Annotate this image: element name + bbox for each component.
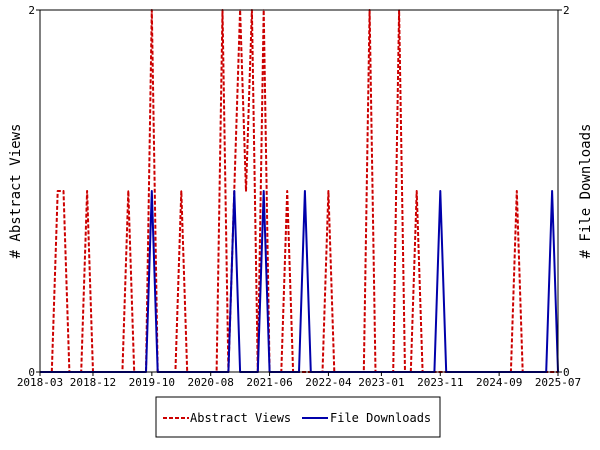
data-point bbox=[304, 190, 306, 192]
data-point bbox=[439, 190, 442, 192]
x-tick-label: 2021-06 bbox=[246, 376, 292, 389]
y-left-tick-label: 2 bbox=[28, 4, 35, 17]
data-point bbox=[245, 190, 247, 192]
data-point bbox=[180, 190, 183, 192]
series-layer bbox=[39, 9, 559, 373]
data-point bbox=[262, 190, 265, 192]
x-tick-label: 2023-11 bbox=[417, 376, 463, 389]
x-tick-label: 2024-09 bbox=[476, 376, 522, 389]
data-point bbox=[415, 190, 418, 192]
data-point bbox=[516, 190, 518, 192]
x-tick-label: 2025-07 bbox=[535, 376, 581, 389]
ticks-layer: 2018-03 2018-12 2019-10 2020-08 2021-06 2022-… bbox=[17, 4, 581, 389]
data-point bbox=[327, 190, 330, 192]
plot-frame bbox=[39, 9, 559, 373]
left-axis-title: # Abstract Views bbox=[8, 124, 24, 259]
x-tick-label: 2022-04 bbox=[305, 376, 352, 389]
x-tick-label: 2023-01 bbox=[358, 376, 404, 389]
legend-box bbox=[155, 396, 441, 438]
x-tick-label: 2018-12 bbox=[70, 376, 116, 389]
y-right-tick-label: 2 bbox=[563, 4, 570, 17]
data-point bbox=[62, 190, 65, 192]
series-line bbox=[40, 9, 558, 373]
y-left-tick-label: 0 bbox=[28, 366, 35, 379]
x-tick-label: 2020-08 bbox=[188, 376, 234, 389]
series-file-downloads bbox=[39, 190, 559, 373]
data-point bbox=[151, 190, 153, 192]
data-point bbox=[56, 190, 59, 192]
legend-label-file-downloads: File Downloads bbox=[330, 411, 431, 425]
data-point bbox=[233, 190, 236, 192]
right-axis-title: # File Downloads bbox=[578, 124, 594, 259]
legend: Abstract Views File Downloads bbox=[155, 396, 441, 438]
legend-label-abstract-views: Abstract Views bbox=[190, 411, 291, 425]
data-point bbox=[86, 190, 88, 192]
series-line bbox=[40, 190, 559, 373]
data-point bbox=[127, 190, 130, 192]
data-point bbox=[551, 190, 553, 192]
y-right-tick-label: 0 bbox=[563, 366, 570, 379]
x-tick-label: 2018-03 bbox=[17, 376, 63, 389]
series-abstract-views bbox=[39, 9, 559, 373]
data-point bbox=[286, 190, 289, 192]
x-tick-label: 2019-10 bbox=[129, 376, 175, 389]
